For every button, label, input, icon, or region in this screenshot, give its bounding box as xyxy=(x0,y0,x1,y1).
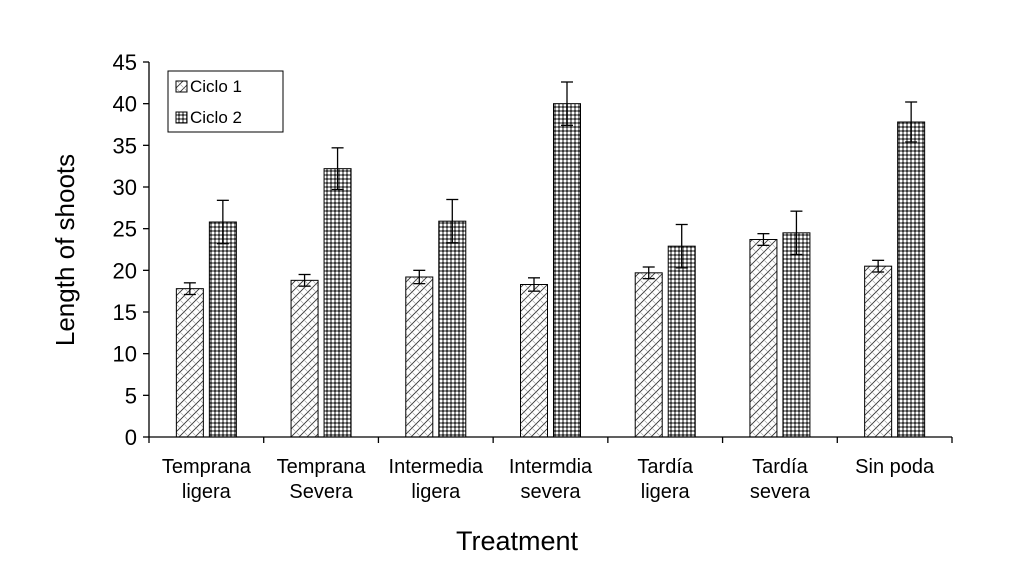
x-category-label-4-line-1: Intermdia xyxy=(509,456,593,478)
x-category-label-1-line-1: Temprana xyxy=(162,456,252,478)
x-category-label-2-line-2: Severa xyxy=(289,481,353,503)
y-tick-label-15: 15 xyxy=(113,300,137,325)
y-tick-label-35: 35 xyxy=(113,133,137,158)
y-tick-label-20: 20 xyxy=(113,258,137,283)
bar-series-1-cat-2 xyxy=(290,279,319,438)
bar-series-2-cat-4 xyxy=(553,103,581,438)
x-category-label-6-line-1: Tardía xyxy=(752,456,808,478)
bar-series-2-cat-1 xyxy=(208,221,237,438)
y-tick-label-0: 0 xyxy=(125,425,137,450)
y-tick-label-30: 30 xyxy=(113,175,137,200)
bar-series-1-cat-1 xyxy=(175,288,204,438)
bar-series-2-cat-2 xyxy=(323,168,352,438)
bar-series-1-cat-3 xyxy=(405,276,434,438)
x-category-label-2-line-1: Temprana xyxy=(277,456,367,478)
x-category-label-7-line-1: Sin poda xyxy=(855,456,935,478)
error-bars-layer xyxy=(183,81,918,296)
x-category-label-5-line-2: ligera xyxy=(641,481,691,503)
bar-series-2-cat-7 xyxy=(897,121,926,438)
x-category-label-3-line-2: ligera xyxy=(411,481,461,503)
bar-series-1-cat-7 xyxy=(864,265,893,438)
y-tick-label-45: 45 xyxy=(113,50,137,75)
axes-layer xyxy=(143,61,953,443)
legend-label-ciclo-1: Ciclo 1 xyxy=(190,77,242,96)
y-tick-label-5: 5 xyxy=(125,383,137,408)
x-category-label-6-line-2: severa xyxy=(750,481,811,503)
x-category-label-1-line-2: ligera xyxy=(182,481,232,503)
bars-layer xyxy=(175,103,926,438)
bar-series-1-cat-6 xyxy=(749,239,778,438)
y-tick-label-40: 40 xyxy=(113,92,137,117)
legend-label-ciclo-2: Ciclo 2 xyxy=(190,108,242,127)
bar-series-2-cat-3 xyxy=(438,220,467,438)
x-category-label-4-line-2: severa xyxy=(520,481,581,503)
x-axis-title: Treatment xyxy=(456,526,579,556)
bar-series-1-cat-4 xyxy=(520,284,548,438)
labels-layer: 0 5 10 15 20 25 30 35 40 45 Temprana ligera Temprana… xyxy=(113,50,935,503)
y-tick-label-10: 10 xyxy=(113,342,137,367)
legend: Ciclo 1 Ciclo 2 xyxy=(167,70,284,133)
legend-swatch-ciclo-1 xyxy=(175,80,188,93)
bar-series-1-cat-5 xyxy=(634,272,663,438)
x-category-label-3-line-1: Intermedia xyxy=(389,456,484,478)
legend-swatch-ciclo-2 xyxy=(175,111,188,124)
bar-series-2-cat-5 xyxy=(667,245,696,438)
y-axis-title: Length of shoots xyxy=(50,154,80,346)
y-tick-label-25: 25 xyxy=(113,217,137,242)
bar-series-2-cat-6 xyxy=(782,232,811,438)
x-category-label-5-line-1: Tardía xyxy=(637,456,693,478)
